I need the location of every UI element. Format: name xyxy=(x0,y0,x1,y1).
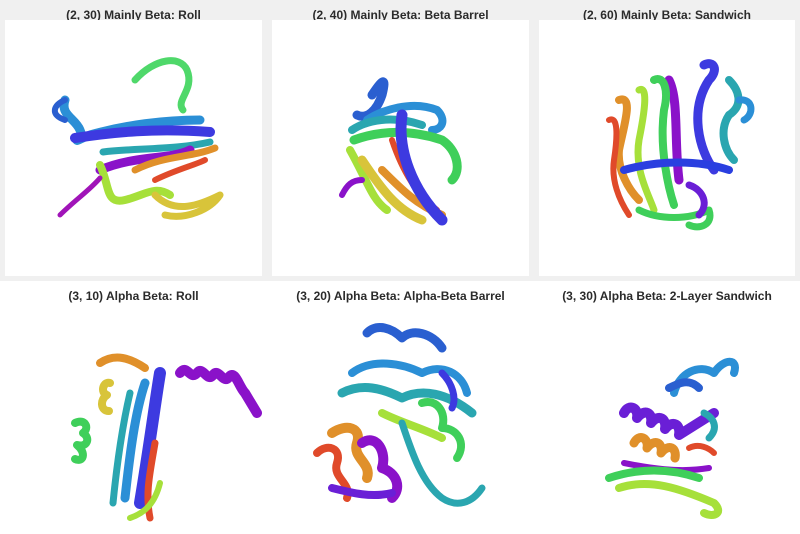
panel-alpha-beta-roll: (3, 10) Alpha Beta: Roll xyxy=(0,281,267,534)
protein-ribbon-alpha-beta-barrel-icon xyxy=(272,303,529,529)
protein-ribbon-roll-icon xyxy=(5,20,262,276)
protein-ribbon-beta-barrel-icon xyxy=(272,20,529,276)
structure-frame xyxy=(272,20,529,276)
structure-frame xyxy=(5,20,262,276)
panel-alpha-beta-2-layer-sandwich: (3, 30) Alpha Beta: 2-Layer Sandwich xyxy=(534,281,800,534)
structure-frame xyxy=(539,20,795,276)
structure-frame xyxy=(539,303,795,529)
protein-ribbon-2-layer-sandwich-icon xyxy=(539,303,795,529)
panel-title: (3, 30) Alpha Beta: 2-Layer Sandwich xyxy=(534,289,800,303)
panel-title: (3, 10) Alpha Beta: Roll xyxy=(0,289,267,303)
structure-frame xyxy=(272,303,529,529)
protein-ribbon-sandwich-icon xyxy=(539,20,795,276)
panel-alpha-beta-barrel: (3, 20) Alpha Beta: Alpha-Beta Barrel xyxy=(267,281,534,534)
structure-frame xyxy=(5,303,262,529)
protein-ribbon-alpha-beta-roll-icon xyxy=(5,303,262,529)
panel-mainly-beta-sandwich: (2, 60) Mainly Beta: Sandwich xyxy=(534,0,800,281)
panel-title: (3, 20) Alpha Beta: Alpha-Beta Barrel xyxy=(267,289,534,303)
panel-mainly-beta-roll: (2, 30) Mainly Beta: Roll xyxy=(0,0,267,281)
panel-mainly-beta-barrel: (2, 40) Mainly Beta: Beta Barrel xyxy=(267,0,534,281)
